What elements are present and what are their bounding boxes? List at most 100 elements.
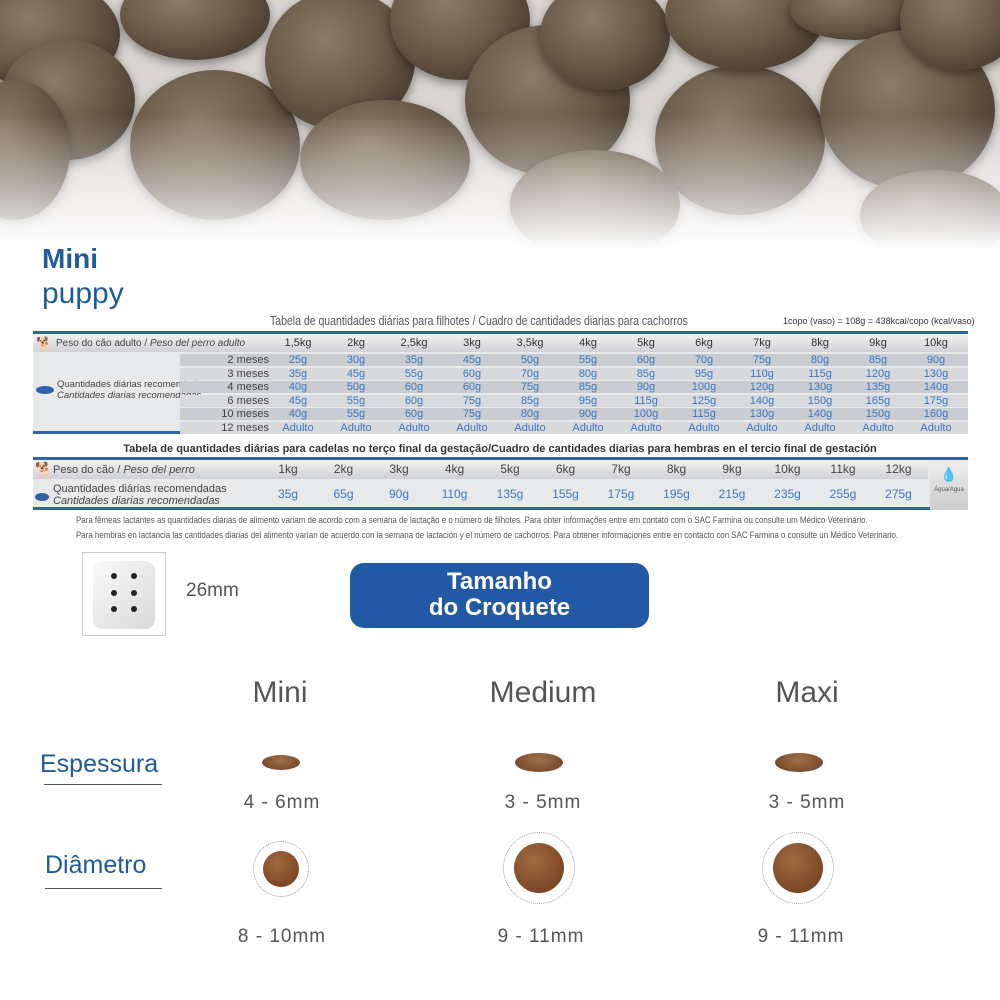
daily-amount: 35g [288, 367, 308, 380]
daily-amount: 90g [926, 354, 946, 366]
footnote-pt: Para fêmeas lactantes as quantidades diá… [76, 515, 868, 525]
daily-amount: 25g [288, 354, 308, 366]
table-header-row [33, 334, 968, 352]
daily-amount: Adulto [862, 421, 894, 434]
thickness-medium: 3 - 5mm [504, 792, 582, 813]
thickness-mini: 4 - 6mm [243, 792, 321, 813]
daily-amount: 130g [923, 367, 949, 380]
gestation-feeding-table: 🐕 Peso do cão / Peso del perro Quantidad… [33, 457, 968, 510]
daily-amount: 90g [578, 408, 598, 420]
daily-amount: 60g [636, 354, 656, 366]
bowl-icon [35, 493, 49, 501]
divider [44, 784, 162, 785]
weight-header: 11kg [830, 462, 856, 476]
weight-header: 5kg [637, 337, 655, 349]
daily-amount: 175g [607, 487, 635, 501]
divider [45, 888, 162, 889]
daily-amount: 40g [288, 381, 308, 393]
daily-amount: 60g [404, 408, 424, 420]
daily-amount: 40g [288, 408, 308, 420]
daily-amount: 80g [810, 354, 830, 366]
diameter-medium: 9 - 11mm [497, 926, 585, 947]
daily-amount: 45g [462, 354, 482, 366]
daily-amount: 150g [807, 394, 833, 407]
daily-amount: 55g [404, 367, 424, 380]
daily-amount: Adulto [572, 421, 604, 434]
footnote-es: Para hembras en lactancia las cantidades… [76, 530, 899, 540]
daily-amount: Adulto [340, 421, 372, 434]
daily-amount: 115g [808, 367, 832, 380]
size-header-maxi: Maxi [775, 676, 839, 709]
weight-label: Peso do cão / [53, 464, 124, 476]
table-header-row [33, 460, 928, 479]
daily-amount: 135g [865, 381, 891, 393]
daily-amount: 125g [691, 394, 717, 407]
daily-amount: 45g [288, 394, 308, 407]
daily-amount: 150g [865, 408, 891, 420]
daily-amount: 80g [520, 408, 540, 420]
daily-amount: 60g [462, 367, 482, 380]
daily-amount: 110g [441, 487, 468, 501]
daily-amount: 85g [636, 367, 656, 380]
age-label: 10 meses [221, 408, 269, 420]
brand-line-mini: Mini [42, 243, 98, 274]
daily-amount: 130g [749, 408, 775, 420]
weight-header: 9kg [722, 462, 742, 476]
kibble-side-mini [262, 755, 300, 770]
daily-amount: 55g [578, 354, 598, 366]
kibble-top-maxi [762, 832, 834, 904]
qty-label: Quantidades diárias recomendadas [53, 483, 227, 495]
daily-amount: 175g [923, 394, 949, 407]
weight-header: 5kg [500, 462, 520, 476]
daily-amount: 65g [333, 487, 354, 501]
weight-header: 4kg [444, 462, 465, 476]
daily-amount: 155g [552, 487, 579, 501]
daily-amount: 60g [462, 381, 482, 393]
daily-amount: 85g [520, 394, 540, 407]
daily-amount: 50g [520, 354, 540, 366]
age-label: 3 meses [227, 367, 269, 380]
daily-amount: 140g [807, 408, 833, 420]
weight-header: 4kg [579, 337, 597, 349]
size-header-mini: Mini [252, 676, 308, 709]
daily-amount: 45g [346, 367, 366, 380]
table-row [180, 408, 968, 420]
dog-icon: 🐕 [36, 336, 53, 351]
weight-header: 2kg [333, 462, 354, 476]
table-row [180, 381, 968, 393]
age-label: 12 meses [221, 421, 269, 434]
weight-header: 6kg [555, 462, 576, 476]
daily-amount: 90g [636, 381, 656, 393]
daily-amount: 115g [692, 408, 716, 420]
badge-line-2: do Croquete [428, 594, 571, 621]
daily-amount: 80g [578, 367, 598, 380]
daily-amount: 130g [807, 381, 833, 393]
daily-amount: 30g [346, 354, 366, 366]
size-header-medium: Medium [489, 676, 597, 709]
diameter-mini: 8 - 10mm [237, 926, 327, 947]
weight-label-es: Peso del perro adulto [149, 338, 246, 349]
weight-header: 3kg [463, 337, 481, 349]
daily-amount: 70g [520, 367, 540, 380]
thickness-label: Espessura [40, 750, 159, 778]
weight-header: 12kg [885, 462, 912, 476]
weight-header: 7kg [611, 462, 631, 476]
daily-amount: 95g [578, 394, 598, 407]
badge-line-1: Tamanho [447, 568, 552, 595]
daily-amount: 55g [346, 394, 366, 407]
daily-amount: 75g [462, 408, 482, 420]
daily-amount: 55g [346, 408, 366, 420]
brand-line-puppy: puppy [42, 277, 124, 310]
weight-header: 10kg [924, 337, 948, 349]
water-column: 💧 Água/Agua [930, 460, 968, 510]
table-row [180, 421, 968, 434]
daily-amount: 195g [663, 487, 690, 501]
daily-amount: Adulto [456, 421, 488, 434]
age-label: 4 meses [227, 381, 269, 393]
daily-amount: 160g [923, 408, 949, 420]
qty-label-es: Cantidades diarias recomendadas [53, 495, 220, 507]
dog-icon: 🐕 [35, 461, 53, 477]
bowl-icon [36, 386, 54, 394]
daily-amount: Adulto [282, 421, 314, 434]
daily-amount: Adulto [804, 421, 836, 434]
